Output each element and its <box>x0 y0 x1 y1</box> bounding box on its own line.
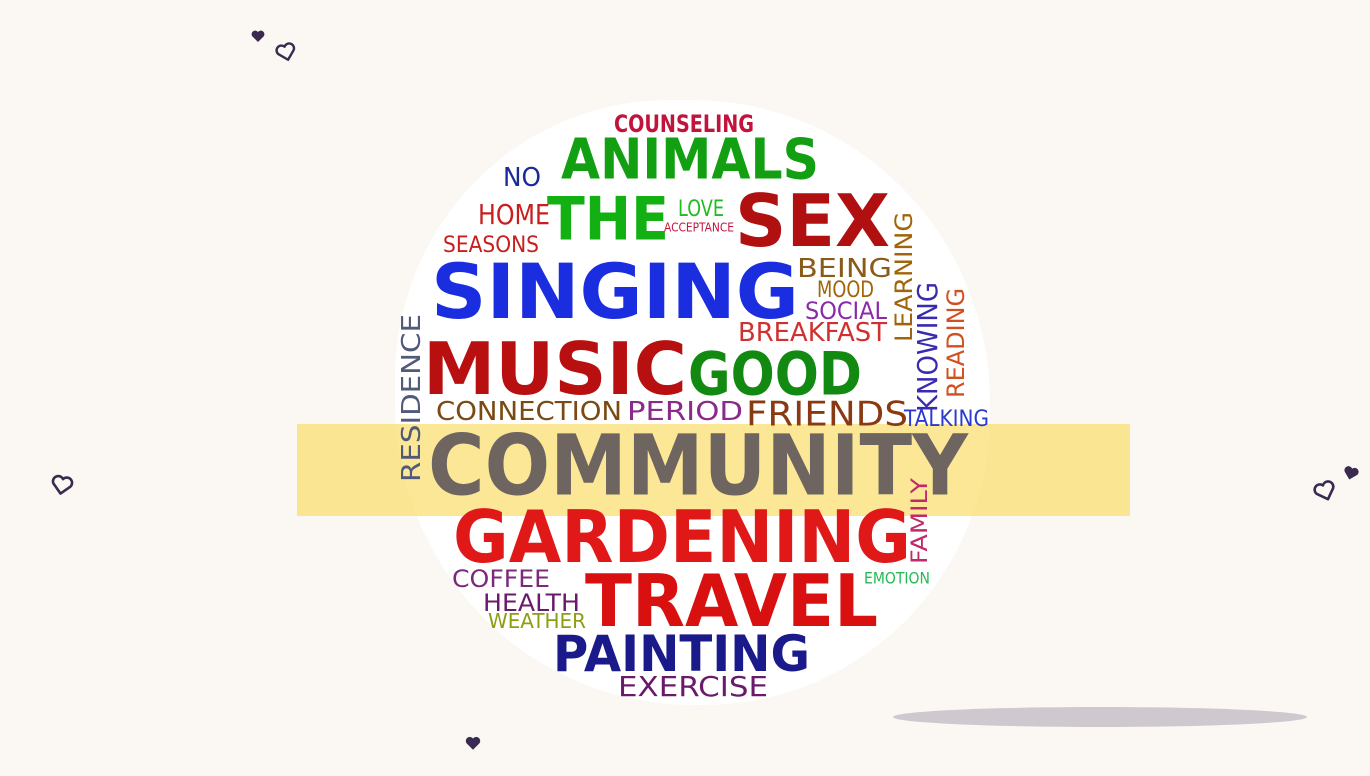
word-the: THE <box>547 184 669 255</box>
heart-outline-icon <box>1311 478 1339 504</box>
word-counseling: COUNSELING <box>614 110 754 139</box>
word-knowing: KNOWING <box>911 282 944 412</box>
word-mood: MOOD <box>817 276 874 303</box>
word-family: FAMILY <box>908 478 933 564</box>
word-cloud-background <box>395 100 990 705</box>
word-music: MUSIC <box>423 328 687 412</box>
word-health: HEALTH <box>483 589 580 618</box>
word-social: SOCIAL <box>805 297 887 326</box>
word-period: PERIOD <box>627 395 743 427</box>
word-talking: TALKING <box>904 405 989 432</box>
word-painting: PAINTING <box>553 625 810 684</box>
word-home: HOME <box>478 198 550 232</box>
word-singing: SINGING <box>431 248 799 338</box>
word-seasons: SEASONS <box>443 231 539 258</box>
word-community: COMMUNITY <box>428 416 968 515</box>
word-being: BEING <box>797 252 892 284</box>
heart-icon <box>1342 464 1360 482</box>
heart-icon <box>464 734 482 752</box>
floor-shadow <box>893 707 1307 727</box>
heart-outline-icon <box>49 472 75 498</box>
word-acceptance: ACCEPTANCE <box>664 219 734 235</box>
word-weather: WEATHER <box>488 609 586 634</box>
word-exercise: EXERCISE <box>618 670 768 704</box>
word-residence: RESIDENCE <box>397 314 427 482</box>
highlight-band <box>297 424 1130 516</box>
word-connection: CONNECTION <box>436 395 622 427</box>
word-emotion: EMOTION <box>864 568 930 588</box>
word-love: LOVE <box>678 195 724 222</box>
word-reading: READING <box>942 288 970 398</box>
word-gardening: GARDENING <box>453 496 911 580</box>
word-friends: FRIENDS <box>746 393 908 434</box>
word-good: GOOD <box>688 339 862 410</box>
word-travel: TRAVEL <box>585 560 878 644</box>
word-coffee: COFFEE <box>452 565 550 594</box>
heart-outline-icon <box>273 40 299 64</box>
word-sex: SEX <box>735 180 890 264</box>
heart-icon <box>250 28 266 44</box>
word-animals: ANIMALS <box>561 126 819 192</box>
word-breakfast: BREAKFAST <box>738 316 887 348</box>
word-no: NO <box>503 161 541 193</box>
